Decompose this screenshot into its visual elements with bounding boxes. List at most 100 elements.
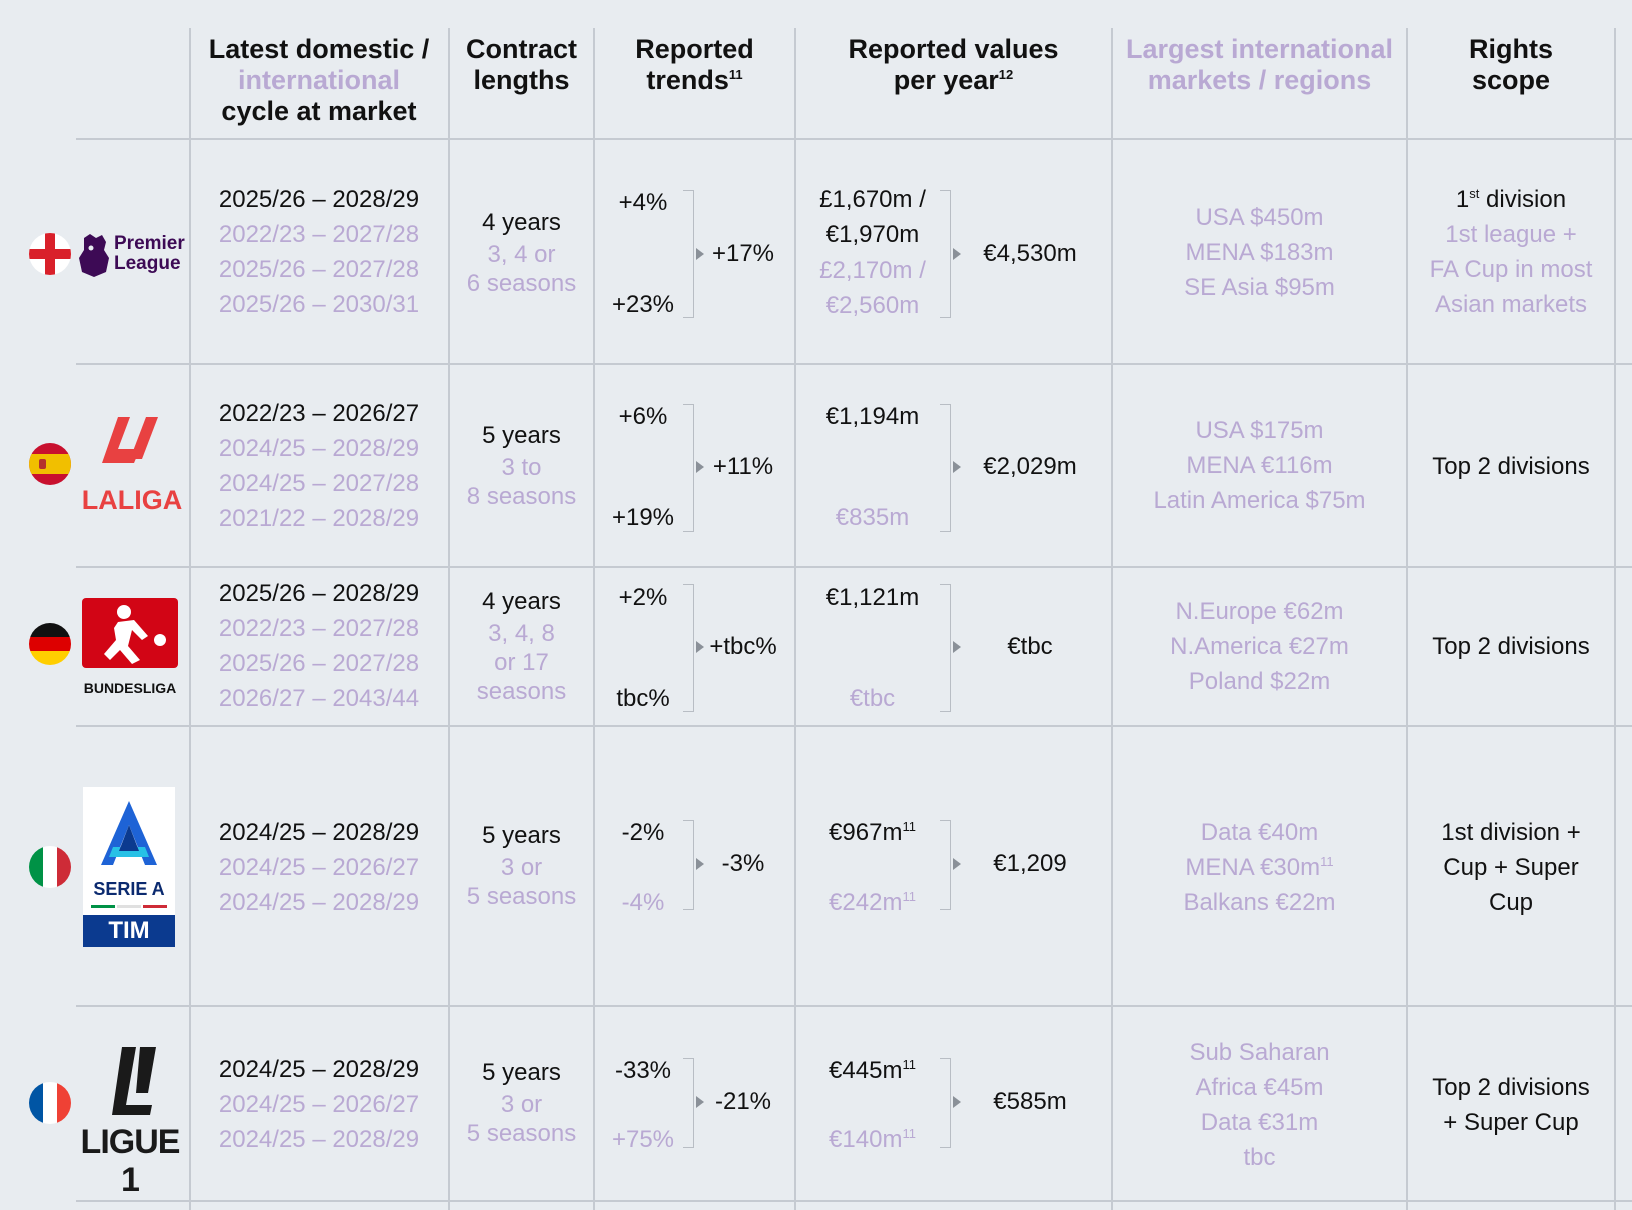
column-divider bbox=[448, 28, 450, 1210]
france-flag-icon bbox=[29, 1082, 71, 1124]
trend-bottom: +23% bbox=[611, 291, 675, 318]
contract-length: 5 years 3 or 5 seasons bbox=[466, 822, 577, 910]
trend-bracket bbox=[683, 1058, 694, 1148]
value-top: €445m11 bbox=[829, 1057, 916, 1084]
trend-bracket bbox=[683, 820, 694, 910]
trend-top: +4% bbox=[618, 189, 668, 216]
value-total: €4,530m bbox=[983, 240, 1077, 267]
rights-scope: 1st division + Cup + Super Cup bbox=[1441, 819, 1581, 916]
laliga-emblem-icon bbox=[102, 417, 158, 463]
column-divider bbox=[189, 28, 191, 1210]
arrow-right-icon bbox=[696, 1096, 704, 1108]
arrow-right-icon bbox=[953, 248, 961, 260]
tim-logo-text: TIM bbox=[108, 917, 150, 944]
markets-list: USA $450m MENA $183m SE Asia $95m bbox=[1184, 204, 1335, 301]
value-bottom: €tbc bbox=[849, 685, 896, 712]
row-divider bbox=[76, 138, 1632, 140]
row-divider bbox=[76, 566, 1632, 568]
rights-scope: Top 2 divisions + Super Cup bbox=[1432, 1074, 1590, 1136]
trend-total: +17% bbox=[711, 240, 775, 267]
header-trends: Reported trends11 bbox=[635, 34, 754, 95]
row-divider bbox=[76, 363, 1632, 365]
laliga-logo: LALIGA bbox=[76, 415, 188, 515]
markets-list: Data €40m MENA €30m11 Balkans €22m bbox=[1183, 819, 1336, 916]
value-bracket bbox=[940, 584, 951, 712]
spain-flag-icon bbox=[29, 443, 71, 485]
row-divider bbox=[76, 725, 1632, 727]
premier-league-logo: Premier League bbox=[76, 232, 188, 278]
trend-top: +6% bbox=[618, 403, 668, 430]
row-divider bbox=[76, 1200, 1632, 1202]
cycle-list: 2024/25 – 2028/29 2024/25 – 2026/27 2024… bbox=[218, 1056, 420, 1153]
markets-list: Sub Saharan Africa €45m Data €31m tbc bbox=[1189, 1039, 1330, 1171]
row-divider bbox=[76, 1005, 1632, 1007]
cycle-list: 2025/26 – 2028/29 2022/23 – 2027/28 2025… bbox=[218, 186, 420, 318]
trend-top: -33% bbox=[614, 1057, 672, 1084]
trend-bracket bbox=[683, 584, 694, 712]
column-divider bbox=[1111, 28, 1113, 1210]
trend-bottom: -4% bbox=[621, 889, 665, 916]
contract-length: 5 years 3 or 5 seasons bbox=[466, 1059, 577, 1147]
contract-length: 5 years 3 to 8 seasons bbox=[466, 422, 577, 510]
italy-flag-icon bbox=[29, 846, 71, 888]
trend-bracket bbox=[683, 190, 694, 318]
value-bracket bbox=[940, 404, 951, 532]
column-divider bbox=[593, 28, 595, 1210]
markets-list: N.Europe €62m N.America €27m Poland $22m bbox=[1170, 598, 1349, 695]
trend-total: -3% bbox=[721, 850, 765, 877]
trend-total: +11% bbox=[712, 453, 774, 480]
ligue-1-logo: LIGUE 1 bbox=[80, 1043, 180, 1199]
column-divider bbox=[1406, 28, 1408, 1210]
header-markets: Largest international markets / regions bbox=[1125, 34, 1394, 95]
value-bracket bbox=[940, 190, 951, 318]
lion-icon bbox=[79, 234, 109, 277]
arrow-right-icon bbox=[696, 248, 704, 260]
header-contract: Contract lengths bbox=[465, 34, 577, 95]
arrow-right-icon bbox=[953, 641, 961, 653]
arrow-right-icon bbox=[696, 461, 704, 473]
serie-a-emblem-icon bbox=[101, 801, 157, 865]
trend-top: +2% bbox=[618, 584, 668, 611]
cycle-list: 2025/26 – 2028/29 2022/23 – 2027/28 2025… bbox=[218, 580, 420, 712]
value-bottom: €242m11 bbox=[829, 889, 916, 916]
arrow-right-icon bbox=[696, 641, 704, 653]
value-total: €2,029m bbox=[983, 453, 1077, 480]
header-scope: Rights scope bbox=[1469, 34, 1553, 95]
value-total: €tbc bbox=[1007, 633, 1053, 660]
bundesliga-logo: BUNDESLIGA bbox=[82, 598, 178, 698]
trend-bracket bbox=[683, 404, 694, 532]
trend-top: -2% bbox=[621, 819, 665, 846]
rights-scope: 1st division 1st league + FA Cup in most… bbox=[1429, 186, 1593, 318]
trend-total: +tbc% bbox=[709, 633, 777, 660]
value-bottom: €835m bbox=[835, 504, 910, 531]
markets-list: USA $175m MENA €116m Latin America $75m bbox=[1153, 417, 1366, 514]
trend-bottom: +19% bbox=[611, 504, 675, 531]
contract-length: 4 years 3, 4 or 6 seasons bbox=[466, 209, 577, 297]
arrow-right-icon bbox=[953, 461, 961, 473]
cycle-list: 2022/23 – 2026/27 2024/25 – 2028/29 2024… bbox=[218, 400, 420, 532]
player-icon bbox=[104, 605, 166, 664]
column-divider bbox=[794, 28, 796, 1210]
value-total: €1,209 bbox=[993, 850, 1067, 877]
germany-flag-icon bbox=[29, 623, 71, 665]
value-top: €1,194m bbox=[825, 403, 920, 430]
value-bottom: €140m11 bbox=[829, 1126, 916, 1153]
trend-bottom: +75% bbox=[611, 1126, 675, 1153]
header-values: Reported values per year12 bbox=[848, 34, 1059, 95]
value-bracket bbox=[940, 820, 951, 910]
contract-length: 4 years 3, 4, 8 or 17 seasons bbox=[476, 588, 567, 705]
serie-a-logo: SERIE A TIM bbox=[83, 787, 175, 947]
header-cycle: Latest domestic / international cycle at… bbox=[208, 34, 430, 126]
england-flag-icon bbox=[29, 233, 71, 275]
rights-scope: Top 2 divisions bbox=[1432, 453, 1590, 480]
value-top: €1,121m bbox=[825, 584, 920, 611]
rights-scope: Top 2 divisions bbox=[1432, 633, 1590, 660]
cycle-list: 2024/25 – 2028/29 2024/25 – 2026/27 2024… bbox=[218, 819, 420, 916]
trend-total: -21% bbox=[714, 1088, 772, 1115]
trend-bottom: tbc% bbox=[616, 685, 670, 712]
value-total: €585m bbox=[993, 1088, 1067, 1115]
value-top: €967m11 bbox=[829, 819, 916, 846]
arrow-right-icon bbox=[953, 858, 961, 870]
value-bottom: £2,170m / €2,560m bbox=[819, 257, 926, 319]
column-divider bbox=[1614, 28, 1616, 1210]
